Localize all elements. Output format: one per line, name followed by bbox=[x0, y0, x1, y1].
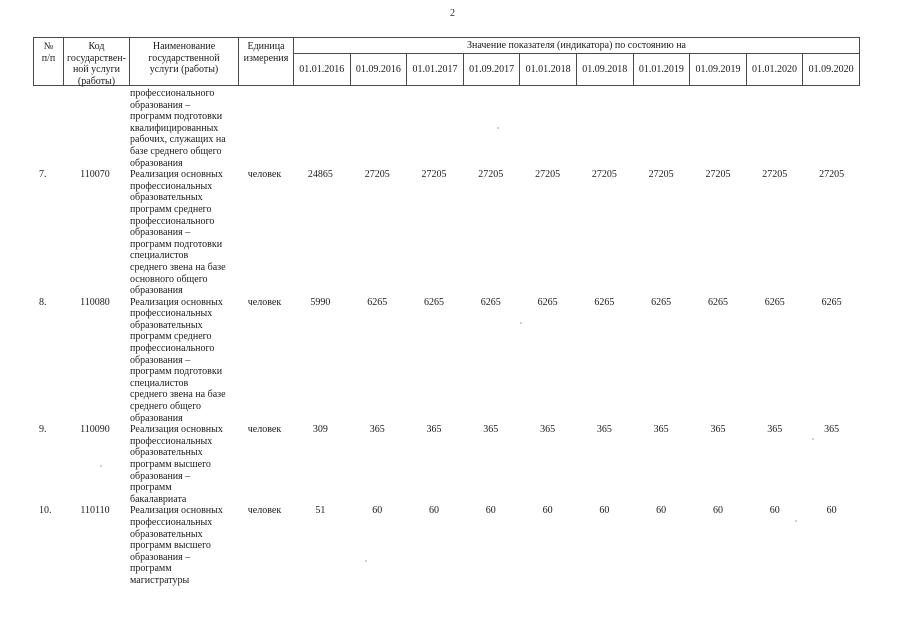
value-cell: 60 bbox=[712, 505, 723, 517]
value-cell: 60 bbox=[826, 505, 837, 517]
value-cell: 365 bbox=[824, 424, 840, 436]
table-row-continuation: профессионального образования – программ… bbox=[33, 88, 860, 169]
value-cell: 6265 bbox=[594, 296, 615, 308]
value-cell: 60 bbox=[769, 505, 780, 517]
value-cell: 27205 bbox=[535, 169, 561, 181]
date-col-header: 01.01.2017 bbox=[406, 54, 463, 85]
scan-speck bbox=[795, 520, 797, 522]
table-body: профессионального образования – программ… bbox=[33, 88, 860, 587]
date-headers-row: 01.01.2016 01.09.2016 01.01.2017 01.09.2… bbox=[294, 54, 859, 85]
unit-cell: человек bbox=[247, 424, 282, 436]
value-cell: 51 bbox=[315, 505, 326, 517]
value-cell: 24865 bbox=[307, 169, 333, 181]
value-cell: 27205 bbox=[478, 169, 504, 181]
services-indicator-table: № п/п Код государствен- ной услуги (рабо… bbox=[33, 37, 860, 587]
value-cell: 60 bbox=[656, 505, 667, 517]
date-col-header: 01.01.2020 bbox=[745, 54, 803, 85]
value-cell: 365 bbox=[596, 424, 612, 436]
value-cell: 6265 bbox=[423, 296, 444, 308]
date-col-header: 01.09.2018 bbox=[575, 54, 633, 85]
date-col-header: 01.09.2019 bbox=[689, 54, 746, 85]
col-header-name: Наименование государственной услуги (раб… bbox=[129, 38, 238, 85]
value-cell: 60 bbox=[599, 505, 610, 517]
value-cell: 6265 bbox=[480, 296, 501, 308]
value-cell: 27205 bbox=[421, 169, 447, 181]
table-row: 7. 110070 Реализация основных профессион… bbox=[33, 169, 860, 297]
value-cell: 60 bbox=[485, 505, 496, 517]
value-cell: 60 bbox=[428, 505, 439, 517]
value-cell: 60 bbox=[542, 505, 553, 517]
col-header-code: Код государствен- ной услуги (работы) bbox=[63, 38, 129, 87]
page-number: 2 bbox=[450, 8, 455, 19]
table-row: 8. 110080 Реализация основных профессион… bbox=[33, 297, 860, 425]
value-cell: 6265 bbox=[764, 296, 785, 308]
value-cell: 6265 bbox=[537, 296, 558, 308]
service-name-cell: Реализация основных профессиональных обр… bbox=[130, 296, 226, 424]
value-cell: 27205 bbox=[364, 169, 390, 181]
row-index-cell: 7. bbox=[39, 169, 47, 181]
value-cell: 365 bbox=[710, 424, 726, 436]
table-row: 10. 110110 Реализация основных профессио… bbox=[33, 505, 860, 586]
service-name-cell: профессионального образования – программ… bbox=[130, 88, 226, 169]
value-cell: 365 bbox=[483, 424, 499, 436]
date-col-header: 01.01.2018 bbox=[519, 54, 576, 85]
value-cell: 5990 bbox=[310, 296, 331, 308]
value-cell: 365 bbox=[369, 424, 385, 436]
scan-speck bbox=[365, 560, 367, 562]
value-cell: 6265 bbox=[707, 296, 728, 308]
value-cell: 27205 bbox=[591, 169, 617, 181]
value-cell: 27205 bbox=[648, 169, 674, 181]
service-name-cell: Реализация основных профессиональных обр… bbox=[130, 505, 223, 586]
values-group-column: Значение показателя (индикатора) по сост… bbox=[293, 38, 859, 85]
col-header-unit: Единица измерения bbox=[238, 38, 293, 85]
value-cell: 6265 bbox=[367, 296, 388, 308]
value-cell: 309 bbox=[312, 424, 328, 436]
row-index-cell: 9. bbox=[39, 424, 47, 436]
date-col-header: 01.09.2017 bbox=[462, 54, 520, 85]
date-col-header: 01.09.2020 bbox=[802, 54, 859, 85]
scan-speck bbox=[100, 465, 102, 467]
values-group-header: Значение показателя (индикатора) по сост… bbox=[294, 38, 859, 54]
value-cell: 365 bbox=[653, 424, 669, 436]
value-cell: 27205 bbox=[705, 169, 731, 181]
row-index-cell: 8. bbox=[39, 296, 47, 308]
service-code-cell: 110070 bbox=[80, 169, 110, 181]
value-cell: 6265 bbox=[651, 296, 672, 308]
service-code-cell: 110080 bbox=[80, 296, 110, 308]
scan-speck bbox=[520, 322, 522, 324]
scan-speck bbox=[497, 127, 499, 129]
value-cell: 27205 bbox=[819, 169, 845, 181]
service-name-cell: Реализация основных профессиональных обр… bbox=[130, 424, 223, 505]
date-col-header: 01.01.2019 bbox=[632, 54, 690, 85]
row-index-cell: 10. bbox=[39, 505, 52, 517]
unit-cell: человек bbox=[247, 505, 282, 517]
value-cell: 365 bbox=[767, 424, 783, 436]
unit-cell: человек bbox=[247, 296, 282, 308]
value-cell: 365 bbox=[426, 424, 442, 436]
date-col-header: 01.01.2016 bbox=[299, 64, 345, 75]
service-name-cell: Реализация основных профессиональных обр… bbox=[130, 169, 226, 297]
col-header-num: № п/п bbox=[41, 41, 56, 64]
value-cell: 60 bbox=[372, 505, 383, 517]
date-col-header: 01.09.2016 bbox=[349, 54, 407, 85]
service-code-cell: 110090 bbox=[80, 424, 110, 436]
unit-cell: человек bbox=[247, 169, 282, 181]
value-cell: 365 bbox=[540, 424, 556, 436]
value-cell: 6265 bbox=[821, 296, 842, 308]
value-cell: 27205 bbox=[762, 169, 788, 181]
scan-speck bbox=[812, 438, 814, 440]
service-code-cell: 110110 bbox=[80, 505, 110, 517]
table-header-row: № п/п Код государствен- ной услуги (рабо… bbox=[33, 37, 860, 87]
table-row: 9. 110090 Реализация основных профессион… bbox=[33, 424, 860, 505]
